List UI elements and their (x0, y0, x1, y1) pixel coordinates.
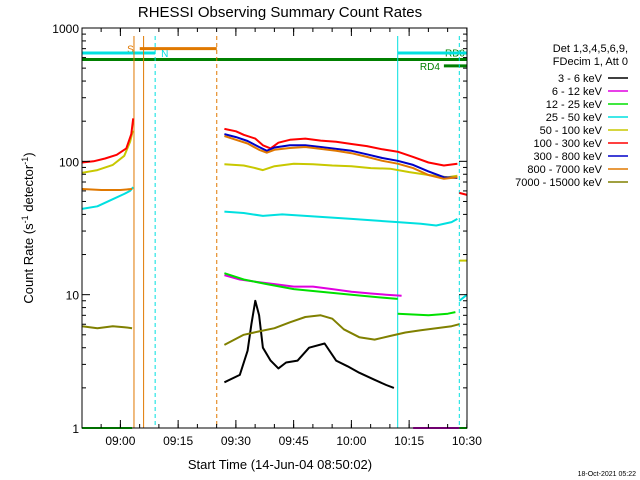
legend: Det 1,3,4,5,6,9, FDecim 1, Att 0 3 - 6 k… (515, 43, 628, 189)
series-line-50-100-kev-1 (224, 162, 458, 179)
x-tick-label: 09:45 (279, 434, 309, 448)
series-line-25-50-kev-1 (224, 210, 458, 227)
y-axis-label-superscript: -1 (20, 215, 30, 223)
series-line-7000-15000-kev-0 (81, 325, 133, 330)
legend-label-6-12-kev: 6 - 12 keV (552, 86, 603, 98)
series-50-100-kev (81, 130, 467, 262)
legend-label-12-25-kev: 12 - 25 keV (546, 99, 603, 111)
y-tick-label: 1000 (52, 22, 79, 36)
x-tick-label: 10:15 (394, 434, 424, 448)
series-25-50-kev (81, 186, 468, 302)
series-line-800-7000-kev-1 (224, 135, 458, 180)
series-300-800-kev (224, 133, 458, 179)
legend-label-50-100-kev: 50 - 100 keV (540, 125, 603, 137)
x-tick-label: 09:00 (105, 434, 135, 448)
x-tick-label: 10:00 (336, 434, 366, 448)
y-axis-label: Count Rate (s-1 detector-1) (20, 152, 36, 303)
series-3-6-kev (223, 299, 395, 389)
y-axis-label-main: Count Rate (s (21, 223, 36, 304)
legend-label-300-800-kev: 300 - 800 keV (534, 151, 603, 163)
legend-label-100-300-kev: 100 - 300 keV (534, 138, 603, 150)
series-line-25-50-kev-0 (81, 186, 134, 210)
series-line-3-6-kev-0 (223, 299, 395, 389)
series-line-100-300-kev-1 (224, 127, 458, 167)
series-800-7000-kev (81, 135, 458, 191)
series-line-25-50-kev-2 (458, 293, 468, 302)
series-line-12-25-kev-2 (397, 311, 456, 317)
x-axis-ticks: 09:00 09:15 09:30 09:45 10:00 10:15 10:30 (100, 28, 482, 448)
series-100-300-kev (81, 118, 468, 196)
flag-label-s: S (127, 45, 134, 56)
y-axis-label-superscript-2: -1 (20, 157, 30, 165)
series-line-100-300-kev-2 (459, 191, 468, 196)
mode-flags: SNRD0RD4 (82, 45, 467, 73)
legend-header-line-1: Det 1,3,4,5,6,9, (553, 43, 628, 55)
series-line-50-100-kev-0 (81, 130, 134, 174)
flag-label-n: N (161, 49, 168, 60)
x-tick-label: 09:15 (163, 434, 193, 448)
series-line-100-300-kev-0 (81, 118, 135, 164)
series-line-12-25-kev-1 (224, 272, 398, 300)
legend-label-800-7000-kev: 800 - 7000 keV (527, 164, 602, 176)
series-7000-15000-kev (81, 314, 460, 346)
legend-label-25-50-kev: 25 - 50 keV (546, 112, 603, 124)
y-axis-label-end: ) (21, 152, 36, 156)
legend-label-3-6-kev: 3 - 6 keV (558, 73, 603, 85)
x-axis-label: Start Time (14-Jun-04 08:50:02) (188, 457, 372, 472)
legend-label-7000-15000-kev: 7000 - 15000 keV (515, 177, 603, 189)
series-line-300-800-kev-0 (224, 133, 458, 179)
mode-boundary-lines (133, 36, 460, 428)
y-axis-ticks: 1 10 100 1000 (52, 22, 467, 436)
chart-title: RHESSI Observing Summary Count Rates (138, 4, 422, 21)
y-tick-label: 1 (72, 422, 79, 436)
y-tick-label: 10 (66, 289, 80, 303)
x-tick-label: 09:30 (221, 434, 251, 448)
series-line-800-7000-kev-0 (81, 188, 133, 191)
x-tick-label: 10:30 (452, 434, 482, 448)
y-tick-label: 100 (59, 155, 79, 169)
flag-label-rd4: RD4 (420, 62, 440, 73)
series-line-7000-15000-kev-1 (223, 314, 460, 346)
legend-header-line-2: FDecim 1, Att 0 (553, 56, 628, 68)
y-axis-label-middle: detector (21, 164, 36, 215)
footer-timestamp: 18-Oct-2021 05:22 (578, 471, 636, 478)
